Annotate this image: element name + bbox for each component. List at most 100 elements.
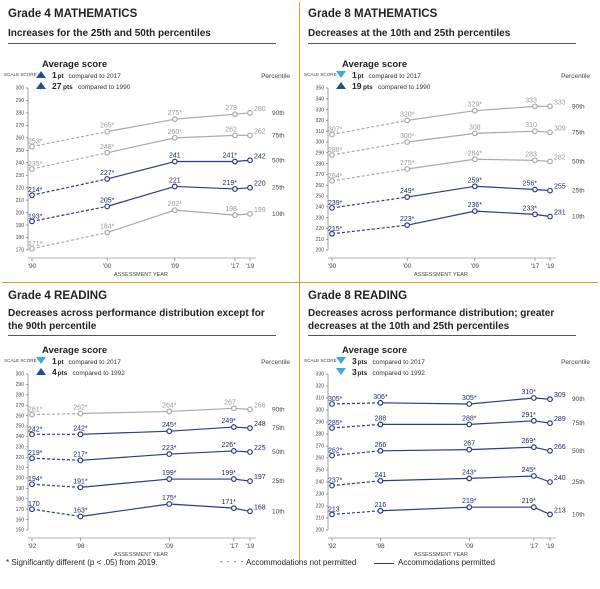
y-tick-label: 300 xyxy=(16,372,25,378)
series-line-segment xyxy=(469,475,534,479)
y-tick-label: 260 xyxy=(16,136,25,142)
data-label: 266 xyxy=(554,444,566,451)
data-label: 333 xyxy=(525,97,537,104)
panel-grade4-math: Grade 4 MATHEMATICS Increases for the 25… xyxy=(2,2,292,280)
data-label: 249* xyxy=(400,188,415,195)
data-label: 283 xyxy=(525,151,537,158)
data-point xyxy=(532,211,538,218)
percentile-label: 75th xyxy=(272,132,285,139)
data-label: 249* xyxy=(221,418,236,425)
series-line-segment xyxy=(80,478,170,488)
data-point xyxy=(247,132,253,139)
data-point xyxy=(466,421,473,428)
panel-grade8-math: Grade 8 MATHEMATICS Decreases at the 10t… xyxy=(302,2,592,280)
data-label: 170 xyxy=(28,501,40,508)
data-label: 214* xyxy=(28,187,43,194)
y-axis-title: SCALE SCORE xyxy=(4,72,37,77)
data-point xyxy=(377,477,384,484)
percentile-label: 10th xyxy=(272,211,285,218)
series-line-segment xyxy=(469,420,534,425)
percentile-label: 75th xyxy=(272,425,285,432)
y-tick-label: 270 xyxy=(316,444,325,450)
y-tick-label: 330 xyxy=(316,107,325,113)
y-tick-label: 220 xyxy=(16,185,25,191)
data-label: 282 xyxy=(554,154,566,161)
y-tick-label: 210 xyxy=(316,237,325,243)
series-line-segment xyxy=(169,426,234,432)
data-point xyxy=(530,504,537,511)
data-label: 231 xyxy=(554,210,566,217)
data-point xyxy=(329,230,335,237)
series-line-segment xyxy=(174,209,236,216)
series-line-segment xyxy=(469,397,534,405)
x-tick-label: '98 xyxy=(376,543,385,550)
y-tick-label: 210 xyxy=(16,465,25,471)
percentile-label: 25th xyxy=(572,188,585,195)
data-point xyxy=(247,508,253,515)
data-point xyxy=(29,506,35,513)
data-label: 255 xyxy=(554,184,566,191)
series-line-segment xyxy=(174,113,236,120)
series-line-segment xyxy=(174,185,235,190)
data-point xyxy=(466,401,473,407)
data-point xyxy=(329,482,335,489)
data-label: 305* xyxy=(462,395,477,402)
y-tick-label: 200 xyxy=(16,476,25,482)
data-label: 219* xyxy=(462,498,477,505)
data-point xyxy=(29,431,35,438)
legend-change-unit: pts xyxy=(63,84,73,91)
data-label: 309 xyxy=(554,125,566,132)
legend-change-text: compared to 1992 xyxy=(373,370,426,377)
data-label: 329* xyxy=(468,102,483,109)
y-tick-label: 310 xyxy=(316,129,325,135)
data-point xyxy=(104,149,111,156)
data-label: 241 xyxy=(375,472,387,479)
legend-change-value: 1 xyxy=(52,70,57,80)
data-label: 279 xyxy=(225,105,237,112)
series-line-segment xyxy=(331,119,408,136)
arrow-up-icon xyxy=(36,368,46,375)
data-label: 171* xyxy=(28,241,43,248)
arrow-down-icon xyxy=(36,357,46,364)
data-label: 310* xyxy=(521,389,536,396)
y-tick-label: 270 xyxy=(16,123,25,129)
series-line-segment xyxy=(331,480,381,487)
series-line-segment xyxy=(169,450,234,455)
y-tick-label: 320 xyxy=(316,384,325,390)
data-point xyxy=(404,222,411,229)
data-label: 215* xyxy=(328,226,343,233)
data-label: 248 xyxy=(254,421,266,428)
y-tick-label: 180 xyxy=(16,235,25,241)
data-point xyxy=(104,203,111,210)
data-label: 241* xyxy=(223,153,238,160)
data-label: 227* xyxy=(100,170,115,177)
data-point xyxy=(29,455,35,462)
x-tick-label: '17 xyxy=(231,263,240,270)
data-point xyxy=(471,156,478,163)
data-label: 205* xyxy=(100,197,115,204)
series-line-segment xyxy=(380,477,470,482)
series-line-segment xyxy=(474,185,535,191)
series-line-segment xyxy=(469,446,534,451)
y-tick-label: 180 xyxy=(16,497,25,503)
legend-change-unit: pts xyxy=(58,370,68,377)
series-line-segment xyxy=(107,160,175,180)
x-axis-title: ASSESSMENT YEAR xyxy=(114,552,168,558)
data-label: 199* xyxy=(221,470,236,477)
percentile-label: 25th xyxy=(272,478,285,485)
legend-title: Average score xyxy=(42,345,107,356)
data-label: 199 xyxy=(254,207,266,214)
significance-note: * Significantly different (p < .05) from… xyxy=(6,558,158,567)
y-tick-label: 250 xyxy=(316,194,325,200)
data-point xyxy=(247,449,253,455)
data-point xyxy=(29,411,35,418)
data-point xyxy=(329,511,335,518)
data-point xyxy=(230,405,237,412)
data-point xyxy=(247,184,253,191)
data-label: 333 xyxy=(554,99,566,106)
series-line-segment xyxy=(80,503,170,518)
y-tick-label: 250 xyxy=(16,424,25,430)
series-line-segment xyxy=(31,205,108,222)
series-line-segment xyxy=(380,506,470,512)
data-point xyxy=(230,448,237,454)
